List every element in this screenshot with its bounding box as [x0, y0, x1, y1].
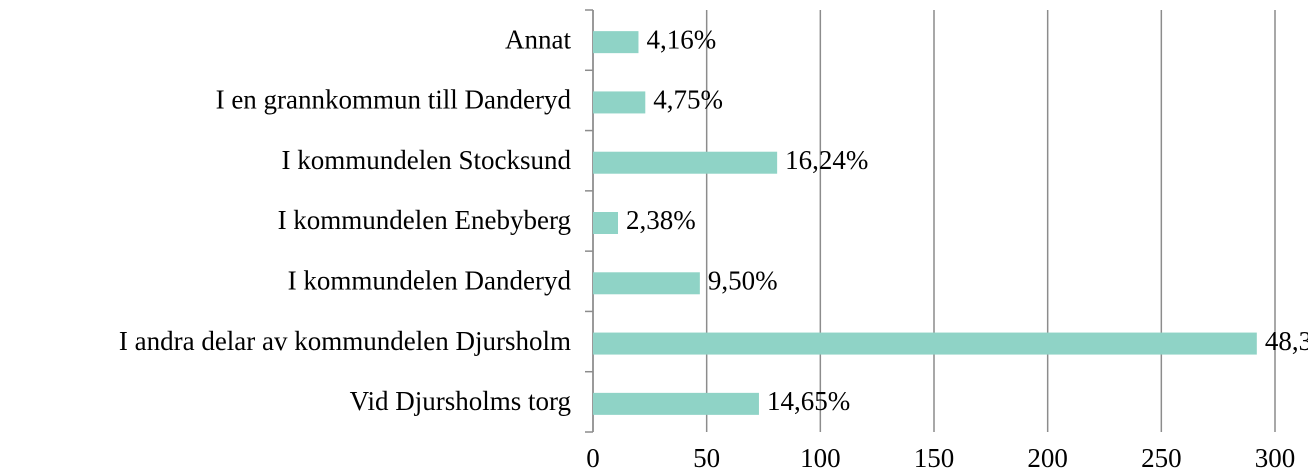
y-tick-label: Annat [505, 24, 571, 54]
bar [593, 272, 700, 295]
x-tick-label: 150 [914, 443, 955, 472]
bar [593, 31, 639, 54]
y-tick-label: I andra delar av kommundelen Djursholm [119, 326, 571, 356]
bar [593, 212, 619, 234]
bar [593, 392, 759, 415]
data-label: 16,24% [785, 145, 868, 175]
bar [593, 91, 646, 114]
y-tick-label: I en grannkommun till Danderyd [216, 85, 572, 115]
data-label: 9,50% [708, 265, 778, 295]
data-label: 4,75% [653, 85, 723, 115]
x-tick-label: 200 [1027, 443, 1068, 472]
x-tick-label: 0 [586, 443, 600, 472]
x-tick-label: 50 [693, 443, 720, 472]
data-label: 48,32% [1265, 326, 1308, 356]
bar [593, 332, 1257, 355]
bar [593, 151, 778, 174]
x-tick-label: 300 [1255, 443, 1296, 472]
data-label: 2,38% [626, 205, 696, 235]
x-tick-label: 100 [800, 443, 841, 472]
y-tick-label: I kommundelen Danderyd [288, 265, 572, 295]
y-tick-label: Vid Djursholms torg [350, 386, 571, 416]
x-tick-label: 250 [1141, 443, 1182, 472]
y-tick-label: I kommundelen Stocksund [282, 145, 572, 175]
data-label: 14,65% [767, 386, 850, 416]
y-tick-label: I kommundelen Enebyberg [278, 205, 571, 235]
data-label: 4,16% [646, 24, 716, 54]
